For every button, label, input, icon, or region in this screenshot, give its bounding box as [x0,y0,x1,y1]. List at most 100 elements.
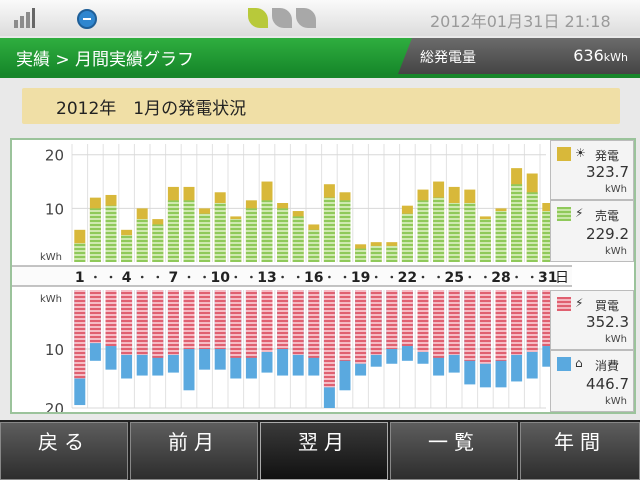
house-icon: ⌂ [575,356,583,370]
title-band: 2012年 1月の発電状況 [22,88,620,124]
x-tick-dot [421,275,425,279]
legend-sold-unit: kWh [604,246,627,257]
x-tick-dot [468,275,472,279]
connection-icon [77,9,97,29]
bought-bar [386,290,398,349]
bought-bar [199,290,211,349]
bought-bar [167,290,179,355]
consumption-swatch [557,357,571,371]
bought-bar [542,290,554,347]
y-tick-label: 10 [45,200,64,218]
total-generation-value: 636kWh [573,46,628,65]
bought-bar [417,290,429,352]
bottom-button-bar: 戻る 前月 翌月 一覧 年間 [0,420,640,480]
sold-bar [495,211,507,262]
sold-bar [152,224,164,262]
bought-bar [308,290,320,358]
total-generation-number: 636 [573,46,604,65]
legend-sold-name: 売電 [595,209,620,223]
sold-bar [401,213,413,262]
x-tick-dot [390,275,394,279]
yearly-button[interactable]: 年間 [520,422,640,480]
legend-generation-unit: kWh [604,184,627,195]
sold-bar [292,216,304,262]
y-tick-label: 20 [45,400,64,412]
total-generation-label: 総発電量 [420,50,476,66]
bought-bar [105,290,117,347]
generation-swatch [557,147,571,161]
bought-bar [355,290,367,364]
legend-consumption-unit: kWh [604,396,627,407]
legend-generation-value: 323.7 [586,163,629,181]
sold-bar [386,245,398,262]
sold-bar [89,208,101,262]
bought-bar [479,290,491,364]
legend-consumption: ⌂ 消費 446.7 kWh [550,350,634,412]
antenna-icon [14,8,48,28]
legend-generation-name: 発電 [595,149,620,163]
sold-bar [245,208,257,262]
bought-bar [464,290,476,361]
x-tick-label: 16 [304,270,323,286]
x-tick-label: 25 [444,270,463,286]
header-divider [0,74,640,78]
total-generation-unit: kWh [603,51,628,64]
clock: 2012年01月31日 21:18 [430,12,611,31]
x-tick-dot [328,275,331,279]
bought-bar [339,290,351,361]
bought-bar [183,290,195,349]
sold-bar [511,184,523,262]
x-tick-dot [187,275,191,279]
x-tick-dot [140,275,144,279]
x-tick-dot [94,275,97,279]
back-button[interactable]: 戻る [0,422,128,480]
bought-bar [136,290,148,355]
sold-bar [74,243,86,262]
bought-bar [152,290,164,358]
x-tick-dot [203,275,206,279]
x-tick-label: 7 [169,270,179,286]
x-tick-label: 31 [538,270,557,286]
bought-bar [511,290,523,355]
sold-bar [417,200,429,262]
legend-sold: ⚡ 売電 229.2 kWh [550,200,634,262]
chart-canvas: 10 20 10 20 kWh kWh 1 4 7 10 13 16 19 22 25 28 31日 [12,144,572,412]
x-tick-dot [250,275,253,279]
sold-swatch [557,207,571,221]
status-bar: 2012年01月31日 21:18 [0,0,640,36]
sold-bar [277,208,289,262]
bought-swatch [557,297,571,311]
sold-bar [542,211,554,262]
legend-bought: ⚡ 買電 352.3 kWh [550,290,634,350]
prev-month-button[interactable]: 前月 [130,422,258,480]
legend-bought-unit: kWh [604,334,627,345]
sold-bar [214,203,226,262]
sold-bar [433,197,445,262]
pylon-icon: ⚡ [575,296,584,310]
list-button[interactable]: 一覧 [390,422,518,480]
bought-bar [277,290,289,349]
legend-bought-value: 352.3 [586,313,629,331]
sold-bar [339,200,351,262]
next-month-button[interactable]: 翌月 [260,422,388,480]
y-tick-label: 20 [45,147,64,165]
sun-icon: ☀ [575,146,586,160]
sold-bar [230,219,242,262]
bought-bar [370,290,382,355]
monthly-chart: 10 20 10 20 kWh kWh 1 4 7 10 13 16 19 22 25 28 31 日 ☀ 発電 … [10,138,636,414]
legend-bought-name: 買電 [595,299,620,313]
lower-axis-unit: kWh [40,294,62,305]
x-tick-label: 1 [75,270,85,286]
sold-bar [199,213,211,262]
x-tick-dot [515,275,518,279]
sold-bar [355,248,367,262]
leaf-icon [272,8,292,28]
sold-bar [370,245,382,262]
bought-bar [245,290,257,358]
x-tick-dot [156,275,160,279]
bought-bar [323,290,335,388]
bought-bar [292,290,304,355]
x-axis-band [12,266,572,286]
bought-bar [448,290,460,355]
bought-bar [214,290,226,349]
